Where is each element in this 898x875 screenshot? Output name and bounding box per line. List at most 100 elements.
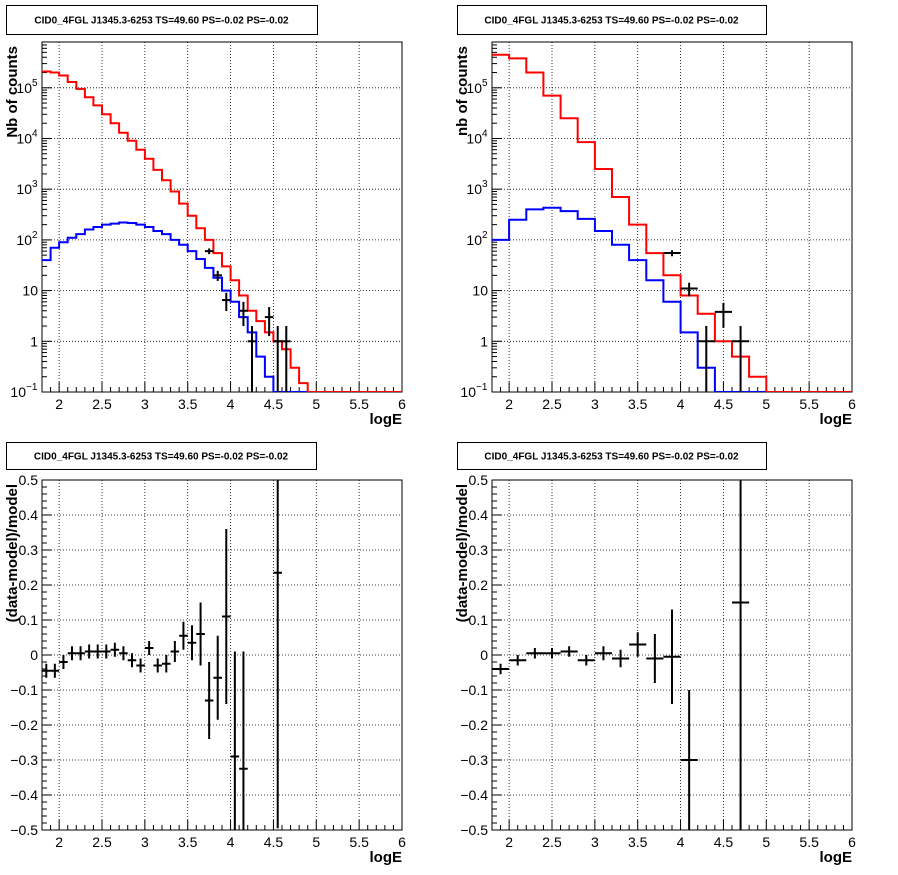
x-tick-label: 2.5 [92,396,112,412]
x-tick-label: 4 [677,834,685,850]
data-point [680,282,698,297]
title-box [6,5,318,35]
data-point [42,663,51,678]
y-ticks [492,479,502,831]
chart-panel-4: CID0_4FGL J1345.3-6253 TS=49.60 PS=-0.02… [454,442,856,866]
x-ticks [41,382,403,392]
plot-area [492,480,750,830]
y-tick-label-base: 10 [466,232,482,248]
y-ticks [42,479,52,831]
grid [42,42,402,392]
y-tick-label: 0.5 [19,472,39,488]
y-ticks [42,41,52,393]
data-point [663,609,681,704]
series-source-model [42,221,402,392]
y-tick-label-base: 10 [10,384,26,400]
y-axis-label: (data-model)/model [4,484,21,622]
series-source-model [492,206,852,392]
y-tick-label: −0.2 [10,717,38,733]
series-total-model [492,53,852,392]
y-axis-label: (data-model)/model [454,484,471,622]
x-tick-label: 2.5 [542,396,562,412]
x-tick-label: 4.5 [714,396,734,412]
y-tick-label-base: 10 [16,232,32,248]
chart-title: CID0_4FGL J1345.3-6253 TS=49.60 PS=-0.02… [484,452,739,463]
y-tick-label: 0.4 [469,507,489,523]
x-tick-label: 6 [848,834,856,850]
series-total-model [42,70,402,392]
x-tick-label: 5.5 [799,396,819,412]
y-tick-label: 0 [30,647,38,663]
x-tick-label: 4 [677,396,685,412]
x-tick-label: 3.5 [628,396,648,412]
data-point [187,625,197,661]
data-point [732,480,750,830]
y-tick-label-base: 10 [16,130,32,146]
x-tick-label: 2.5 [92,834,112,850]
y-tick-label: 0.2 [469,577,489,593]
data-point [213,270,222,281]
y-tick-label-base: 10 [466,181,482,197]
data-point [119,646,128,661]
title-box [457,442,767,470]
x-ticks [491,820,853,830]
y-tick-label-exp: 3 [482,179,488,190]
data-point [136,658,145,673]
x-tick-label: 3.5 [628,834,648,850]
x-axis-label: logE [820,849,853,866]
x-tick-label: 6 [848,396,856,412]
x-axis-label: logE [370,411,403,428]
y-tick-label-base: 10 [460,384,476,400]
chart-title: CID0_4FGL J1345.3-6253 TS=49.60 PS=-0.02… [34,16,289,27]
plot-area [42,70,402,392]
chart-title: CID0_4FGL J1345.3-6253 TS=49.60 PS=-0.02… [484,16,739,27]
data-point [273,480,282,829]
x-tick-label: 6 [398,396,406,412]
chart-panel-3: CID0_4FGL J1345.3-6253 TS=49.60 PS=-0.02… [4,442,406,866]
y-tick-label: 0.3 [469,542,489,558]
data-point [492,663,510,675]
data-point [162,655,171,673]
data-point [509,655,527,666]
y-tick-label: 0 [480,647,488,663]
y-tick-label: 0.1 [19,612,39,628]
data-point [213,635,222,720]
data-point [239,301,248,327]
x-tick-label: 4.5 [264,396,284,412]
data-point [663,250,681,257]
y-tick-label: −0.3 [460,752,488,768]
x-tick-label: 5.5 [349,396,369,412]
data-point [50,663,60,678]
data-point [67,646,77,661]
x-tick-label: 6 [398,834,406,850]
y-tick-label-base: 10 [16,80,32,96]
y-tick-label-exp: 4 [32,128,38,139]
x-tick-label: 3 [591,834,599,850]
x-tick-label: 2.5 [542,834,562,850]
y-tick-label-exp: 4 [482,128,488,139]
x-tick-label: 2 [505,834,513,850]
data-point [230,651,240,830]
y-tick-label-base: 10 [466,80,482,96]
x-axis-label: logE [370,849,403,866]
data-point [282,326,291,392]
title-box [6,442,317,470]
data-point [204,248,214,255]
x-tick-label: 4.5 [714,834,734,850]
y-tick-label-base: 10 [466,130,482,146]
y-ticks [492,41,502,393]
data-point [222,529,231,704]
plot-frame [41,41,403,393]
data-point [204,662,214,739]
x-tick-label: 4 [227,834,235,850]
data-point [76,646,85,661]
x-axis-label: logE [820,411,853,428]
y-tick-label-exp: −1 [476,382,488,393]
y-axis-label: Nb of counts [4,46,21,138]
y-tick-label-exp: −1 [26,382,38,393]
y-tick-label: 0.3 [19,542,39,558]
grid [492,42,852,392]
x-tick-label: 2 [505,396,513,412]
y-tick-label-exp: 2 [482,230,488,241]
plot-area [492,53,852,392]
